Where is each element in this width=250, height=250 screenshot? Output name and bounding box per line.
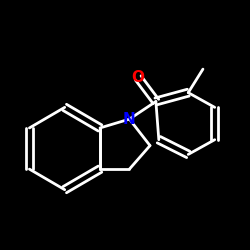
- Text: O: O: [132, 70, 145, 86]
- Text: N: N: [123, 112, 136, 126]
